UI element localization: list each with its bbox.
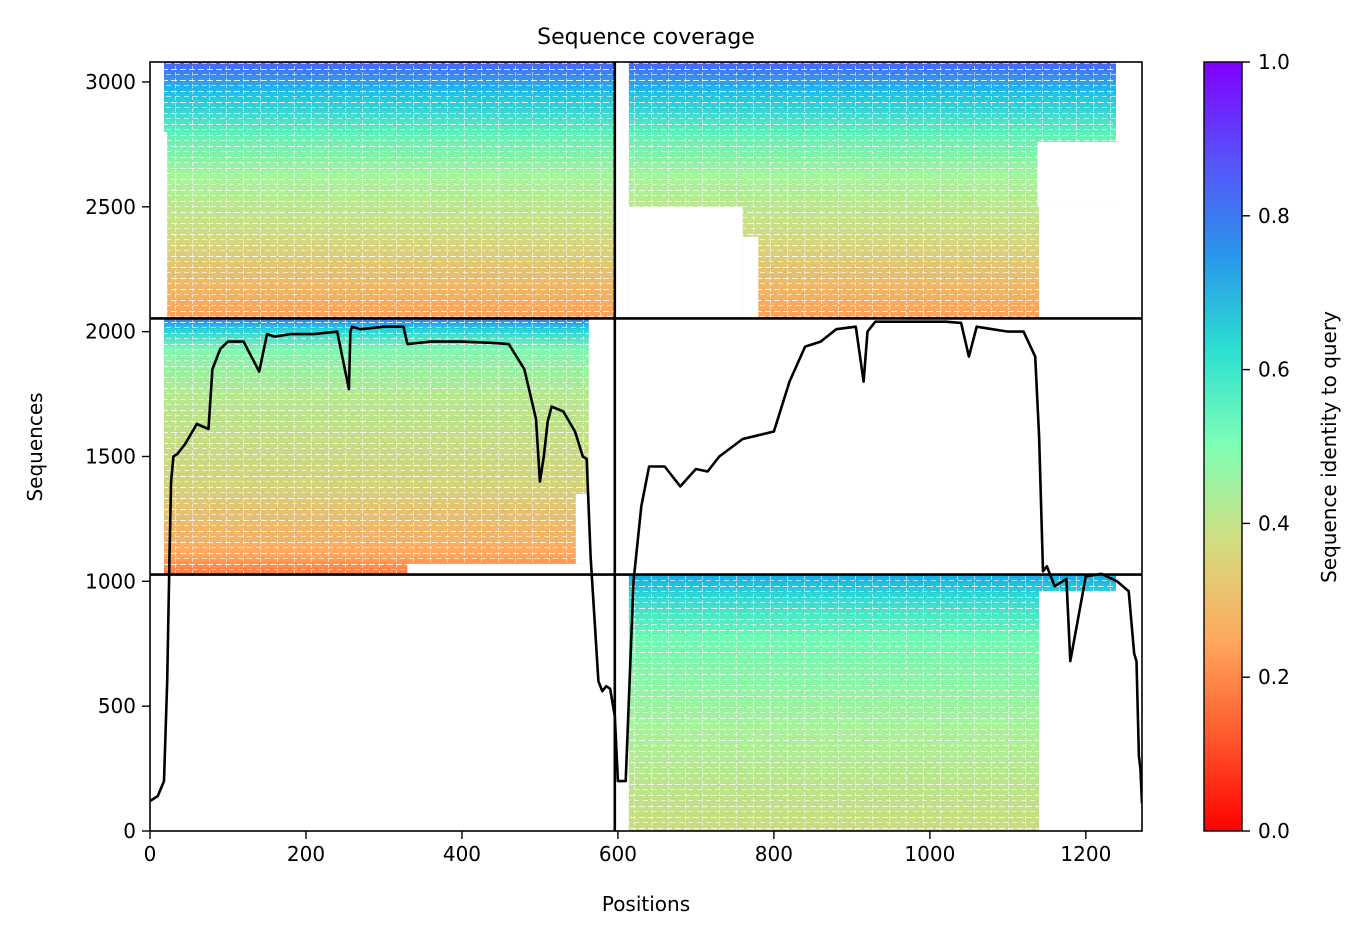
y-axis: 0 500 1000 1500 2000 2500 3000 bbox=[85, 70, 150, 843]
uncovered-region bbox=[407, 563, 615, 575]
colorbar-tick-label: 0.8 bbox=[1258, 204, 1290, 228]
y-axis-label: Sequences bbox=[23, 392, 47, 501]
y-tick-label: 1500 bbox=[85, 444, 136, 468]
chain-boundaries bbox=[150, 62, 1142, 831]
y-tick-label: 500 bbox=[98, 694, 136, 718]
y-tick-label: 3000 bbox=[85, 70, 136, 94]
y-tick-label: 1000 bbox=[85, 569, 136, 593]
x-tick-label: 1000 bbox=[904, 842, 955, 866]
x-axis-label: Positions bbox=[602, 892, 690, 916]
uncovered-region bbox=[575, 493, 615, 564]
uncovered-region bbox=[614, 62, 629, 319]
uncovered-region bbox=[742, 236, 759, 319]
x-tick-label: 400 bbox=[443, 842, 481, 866]
msa-gaps-vertical bbox=[628, 574, 1116, 831]
colorbar bbox=[1203, 61, 1243, 832]
coverage-line bbox=[150, 320, 1142, 804]
x-tick-label: 0 bbox=[144, 842, 157, 866]
y-tick-label: 0 bbox=[123, 819, 136, 843]
colorbar-tick-label: 0.2 bbox=[1258, 665, 1290, 689]
plot-area bbox=[150, 62, 1142, 831]
x-tick-label: 1200 bbox=[1060, 842, 1111, 866]
colorbar-tick-label: 0.4 bbox=[1258, 511, 1290, 535]
plot-frame bbox=[149, 61, 1143, 832]
colorbar-tick-label: 0.0 bbox=[1258, 819, 1290, 843]
uncovered-region bbox=[1039, 591, 1142, 831]
y-tick-label: 2500 bbox=[85, 195, 136, 219]
uncovered-region bbox=[628, 206, 743, 319]
uncovered-region bbox=[150, 131, 168, 319]
x-tick-label: 600 bbox=[599, 842, 637, 866]
y-tick-label: 2000 bbox=[85, 320, 136, 344]
x-tick-label: 800 bbox=[755, 842, 793, 866]
msa-block-2 bbox=[628, 574, 1116, 831]
uncovered-region bbox=[1037, 141, 1142, 207]
colorbar-label: Sequence identity to query bbox=[1317, 311, 1341, 583]
x-axis: 0 200 400 600 800 1000 1200 bbox=[144, 831, 1111, 866]
uncovered-region bbox=[614, 318, 1142, 575]
msa-gaps-vertical bbox=[164, 318, 589, 575]
uncovered-region bbox=[150, 574, 615, 831]
x-tick-label: 200 bbox=[287, 842, 325, 866]
colorbar-tick-label: 0.6 bbox=[1258, 358, 1290, 382]
msa-blocks bbox=[150, 62, 1142, 831]
colorbar-tick-label: 1.0 bbox=[1258, 50, 1290, 74]
uncovered-region bbox=[614, 574, 628, 831]
chart-title: Sequence coverage bbox=[537, 25, 755, 50]
uncovered-region bbox=[1039, 206, 1142, 319]
colorbar-ticks: 0.0 0.2 0.4 0.6 0.8 1.0 bbox=[1242, 50, 1290, 843]
msa-block-1 bbox=[164, 318, 589, 575]
